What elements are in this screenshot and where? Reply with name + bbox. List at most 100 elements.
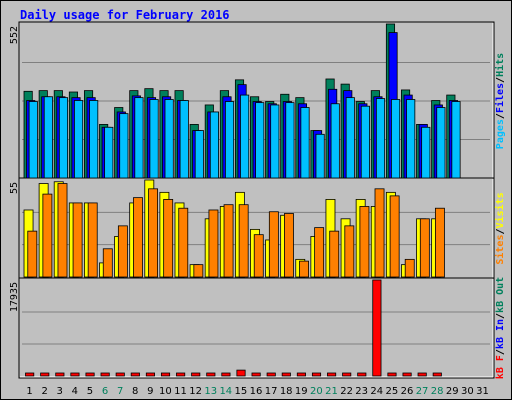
bar-kb-f	[296, 372, 306, 377]
x-tick-label: 31	[476, 386, 489, 397]
x-tick-label: 19	[295, 386, 308, 397]
x-tick-label: 12	[189, 386, 202, 397]
bar-pages	[360, 105, 370, 179]
bar-kb-f	[145, 372, 155, 377]
x-tick-label: 13	[204, 386, 217, 397]
bar-sites	[419, 218, 430, 278]
bar-sites	[404, 258, 415, 278]
legend-entry: Pages	[495, 119, 506, 149]
x-tick-label: 11	[174, 386, 187, 397]
bar-kb-f	[387, 372, 397, 377]
panel-legend: Pages/Files/Hits	[494, 53, 506, 149]
x-tick-label: 1	[26, 386, 32, 397]
bar-sites	[238, 204, 249, 278]
bar-sites	[27, 230, 38, 278]
bar-sites	[208, 209, 219, 278]
bar-kb-f	[160, 372, 171, 377]
bar-pages	[375, 98, 386, 179]
bar-pages	[270, 104, 280, 179]
bar-sites	[434, 207, 445, 278]
bar-sites	[389, 195, 400, 278]
bar-pages	[89, 100, 99, 179]
x-tick-label: 26	[401, 386, 414, 397]
x-tick-label: 6	[102, 386, 108, 397]
bar-pages	[58, 97, 69, 179]
bar-sites	[344, 225, 355, 278]
chart-title: Daily usage for February 2016	[20, 8, 230, 22]
bar-sites	[72, 202, 83, 278]
x-tick-label: 17	[265, 386, 278, 397]
bar-sites	[42, 193, 53, 278]
bar-pages	[209, 111, 219, 179]
bar-pages	[406, 99, 416, 179]
x-tick-label: 27	[416, 386, 429, 397]
bar-pages	[43, 96, 53, 179]
bar-sites	[178, 207, 189, 278]
bar-sites	[133, 197, 143, 278]
bar-pages	[421, 126, 431, 179]
x-tick-label: 3	[57, 386, 63, 397]
bar-sites	[284, 213, 294, 278]
bar-kb-f	[327, 372, 337, 377]
x-tick-label: 18	[280, 386, 293, 397]
bar-pages	[224, 101, 235, 179]
bar-kb-f	[221, 372, 231, 377]
bar-kb-f	[100, 372, 110, 377]
bar-sites	[299, 260, 309, 278]
bar-pages	[391, 99, 401, 179]
bar-sites	[193, 264, 204, 278]
legend-entry: kB In	[495, 319, 506, 349]
x-tick-label: 14	[219, 386, 232, 397]
x-tick-label: 28	[431, 386, 444, 397]
bar-kb-f	[176, 372, 186, 377]
panel-legend: kB F/kB In/kB Out	[495, 277, 506, 379]
y-max-label: 552	[9, 26, 20, 44]
x-tick-label: 24	[370, 386, 383, 397]
panel-legend: Sites/Visits	[494, 192, 506, 264]
bar-kb-f	[25, 372, 35, 377]
bar-sites	[163, 198, 174, 278]
x-tick-label: 7	[117, 386, 123, 397]
bar-pages	[179, 100, 189, 179]
x-tick-label: 2	[41, 386, 47, 397]
bar-kb-f	[281, 372, 291, 377]
bar-sites	[87, 202, 98, 278]
bar-pages	[315, 133, 325, 179]
bar-sites	[117, 225, 128, 278]
y-max-label: 17935	[9, 282, 20, 312]
bar-pages	[74, 100, 84, 179]
bar-kb-f	[206, 372, 216, 377]
bar-pages	[149, 99, 159, 179]
legend-entry: /	[495, 77, 506, 83]
bar-pages	[345, 97, 355, 179]
bar-kb-f	[251, 372, 261, 377]
bar-sites	[329, 230, 340, 278]
x-tick-label: 9	[147, 386, 153, 397]
panel-frame	[18, 277, 495, 379]
bar-kb-f	[402, 372, 412, 377]
bar-kb-f	[55, 372, 65, 377]
legend-entry: /	[495, 113, 506, 119]
x-tick-label: 22	[340, 386, 353, 397]
bar-kb-f	[70, 372, 80, 377]
legend-entry: Hits	[494, 53, 506, 77]
legend-entry: /	[495, 228, 506, 234]
bar-kb-f	[342, 372, 352, 377]
bar-sites	[223, 204, 234, 278]
x-tick-label: 25	[386, 386, 399, 397]
bar-kb-f	[372, 279, 382, 377]
bar-sites	[314, 227, 325, 278]
bar-sites	[148, 188, 159, 278]
bar-pages	[330, 103, 340, 179]
bar-kb-f	[236, 369, 246, 377]
bar-pages	[164, 99, 174, 179]
bar-kb-f	[311, 372, 322, 377]
bar-pages	[28, 101, 38, 179]
bar-kb-f	[417, 372, 427, 377]
legend-entry: kB Out	[495, 277, 506, 313]
bar-kb-f	[266, 372, 276, 377]
legend-entry: kB F	[495, 355, 506, 379]
bar-pages	[436, 107, 446, 179]
legend-entry: Sites	[494, 235, 506, 265]
